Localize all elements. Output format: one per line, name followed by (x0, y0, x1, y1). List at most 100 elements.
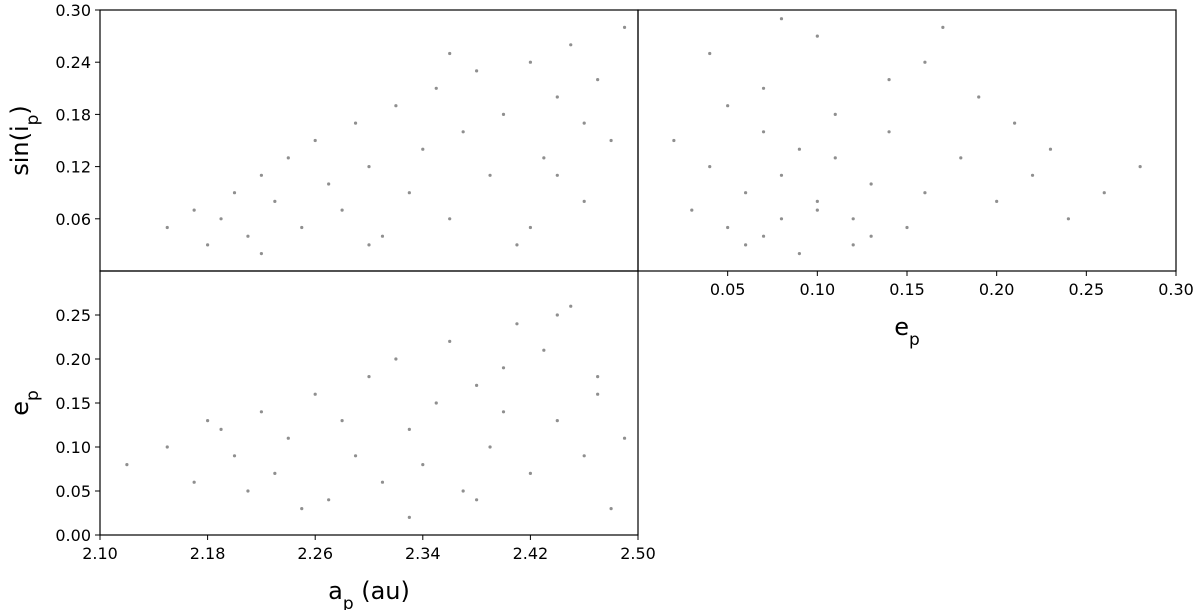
point (206, 243, 210, 247)
x-tick-label: 2.34 (405, 544, 441, 563)
point (448, 51, 452, 56)
point (232, 191, 237, 195)
point (596, 392, 600, 396)
point (622, 436, 627, 440)
point (815, 199, 819, 203)
point (300, 225, 304, 230)
point (448, 217, 452, 221)
point (232, 454, 237, 458)
point (923, 191, 927, 195)
point (259, 252, 263, 256)
axes-frame (99, 9, 639, 272)
panel: 0.06 0.12 0.18 0.24 0.30 sin(ip) (6, 1, 639, 272)
point (475, 498, 479, 502)
point (394, 104, 398, 108)
point (1138, 165, 1142, 169)
point (555, 173, 559, 177)
y-tick-label: 0.05 (55, 482, 91, 501)
axes-frame (637, 9, 1177, 272)
subscript: p (23, 115, 43, 126)
point (542, 348, 546, 352)
point (869, 182, 873, 186)
point (192, 480, 196, 484)
point (726, 104, 730, 108)
point (259, 410, 263, 414)
point (690, 208, 694, 212)
point (300, 507, 304, 511)
point (353, 121, 358, 125)
point (569, 304, 573, 308)
point (959, 156, 963, 160)
point (488, 445, 492, 449)
point (515, 243, 519, 247)
y-tick-label: 0.10 (55, 438, 91, 457)
y-tick-label: 0.30 (55, 1, 91, 20)
label-part: e (6, 401, 34, 416)
point (941, 25, 945, 29)
point (528, 225, 533, 230)
point (286, 436, 290, 440)
point (340, 419, 344, 423)
point (165, 445, 169, 449)
point (833, 156, 837, 160)
x-tick-label: 0.20 (979, 280, 1015, 299)
x-tick-label: 2.10 (82, 544, 118, 563)
point (569, 43, 573, 47)
point (434, 401, 438, 405)
point (246, 489, 250, 493)
point (407, 191, 411, 195)
point (367, 243, 371, 247)
point (461, 489, 465, 493)
point (1030, 173, 1035, 177)
point (421, 463, 425, 467)
point (501, 112, 506, 116)
point (353, 454, 358, 458)
point (582, 199, 586, 203)
point (125, 463, 129, 467)
label-part: (au) (354, 577, 410, 605)
point (1066, 217, 1070, 221)
point (165, 225, 169, 230)
point (851, 243, 855, 247)
point (744, 243, 748, 247)
panel: 0.05 0.10 0.15 0.20 0.25 0.30 ep (637, 9, 1194, 350)
point (708, 51, 712, 56)
y-tick-label: 0.06 (55, 210, 91, 229)
point (461, 130, 465, 134)
point (744, 191, 748, 195)
point (434, 86, 438, 90)
point (1013, 121, 1017, 125)
point (273, 199, 277, 203)
point (286, 156, 290, 160)
point (596, 78, 600, 82)
point (219, 217, 223, 221)
point (887, 130, 891, 134)
point (528, 471, 533, 475)
point (1048, 147, 1053, 151)
point (609, 507, 613, 511)
x-tick-label: 0.05 (710, 280, 746, 299)
point (887, 78, 891, 82)
point (708, 165, 712, 169)
subscript: p (343, 594, 354, 610)
point (779, 173, 784, 177)
axes-frame (99, 270, 639, 536)
label-part: ) (6, 105, 34, 114)
y-tick-label: 0.12 (55, 158, 91, 177)
point (192, 208, 196, 212)
x-tick-label: 2.50 (620, 544, 656, 563)
point (672, 138, 676, 143)
point (923, 60, 927, 64)
point (905, 225, 909, 230)
point (555, 419, 559, 423)
point (380, 480, 385, 484)
point (206, 419, 210, 423)
y-tick-label: 0.24 (55, 53, 91, 72)
point (815, 34, 819, 38)
point (367, 165, 371, 169)
point (273, 471, 277, 475)
point (421, 147, 425, 151)
point (797, 252, 802, 256)
point (555, 95, 559, 99)
